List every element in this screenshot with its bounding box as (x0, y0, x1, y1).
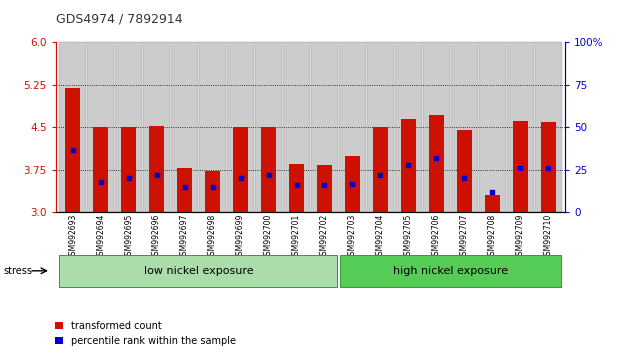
Bar (121, 127, 137, 212)
Bar (283, 42, 310, 212)
Text: GDS4974 / 7892914: GDS4974 / 7892914 (56, 12, 183, 25)
Text: high nickel exposure: high nickel exposure (393, 266, 508, 276)
Bar (149, 126, 165, 212)
Bar (199, 42, 226, 212)
Bar (395, 42, 422, 212)
Bar (93, 127, 108, 212)
Bar (116, 42, 142, 212)
Bar (507, 42, 533, 212)
Bar (339, 42, 366, 212)
Bar (261, 127, 276, 212)
Bar (513, 121, 528, 212)
Bar (88, 42, 114, 212)
Bar (456, 130, 472, 212)
Text: low nickel exposure: low nickel exposure (144, 266, 253, 276)
Bar (340, 255, 561, 287)
Bar (373, 127, 388, 212)
Bar (484, 195, 500, 212)
Bar (423, 42, 450, 212)
Bar (451, 42, 478, 212)
Bar (428, 115, 444, 212)
Bar (289, 164, 304, 212)
Bar (345, 156, 360, 212)
Bar (60, 42, 86, 212)
Bar (367, 42, 394, 212)
Legend: transformed count, percentile rank within the sample: transformed count, percentile rank withi… (55, 321, 236, 346)
Bar (171, 42, 198, 212)
Bar (317, 165, 332, 212)
Bar (535, 42, 561, 212)
Bar (65, 88, 80, 212)
Bar (401, 119, 416, 212)
Bar (205, 171, 220, 212)
Text: stress: stress (3, 266, 32, 276)
Bar (227, 42, 254, 212)
Bar (255, 42, 282, 212)
Bar (541, 122, 556, 212)
Bar (479, 42, 505, 212)
Bar (233, 127, 248, 212)
Bar (177, 168, 193, 212)
Bar (143, 42, 170, 212)
Bar (59, 255, 337, 287)
Bar (311, 42, 338, 212)
